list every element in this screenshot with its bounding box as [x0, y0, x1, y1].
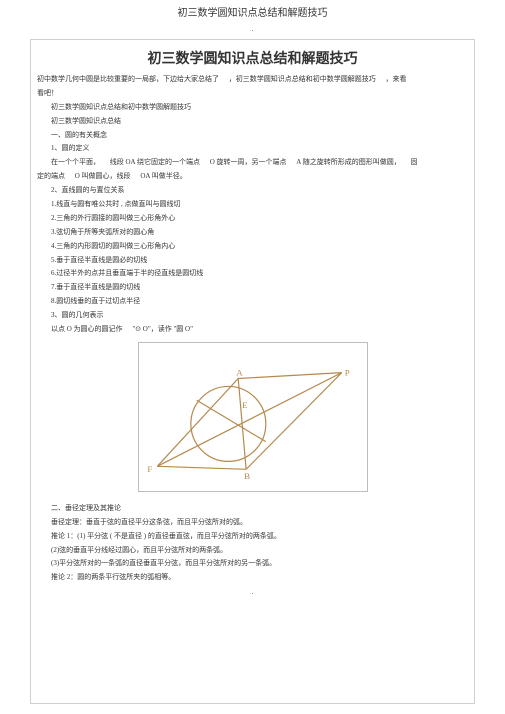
- page-header: 初三数学圆知识点总结和解题技巧: [0, 0, 505, 23]
- def-seg: 在一个个平面，: [51, 158, 100, 166]
- def-line-2: 定的端点 O 叫做圆心，线段 OA 叫做半径。: [37, 171, 468, 183]
- intro-seg-3: ，来看: [386, 75, 407, 83]
- line4-seg-a: 以点 O 为圆心的圆记作: [51, 325, 123, 333]
- body-line: 初三数学圆知识点总结: [37, 116, 468, 128]
- svg-text:F: F: [147, 464, 152, 474]
- intro-seg-2: ，初三数学圆知识点总结和初中数学圆解题技巧: [229, 75, 376, 83]
- body-line: 初三数学圆知识点总结和初中数学圆解题技巧: [37, 102, 468, 114]
- body-line: 3、圆的几何表示: [37, 310, 468, 322]
- body-line-4: 以点 O 为圆心的圆记作 "⊙ O"，读作 "圆 O": [37, 324, 468, 336]
- sub-line: 2.三角的外行圆接的圆叫做三心形角外心: [37, 213, 468, 225]
- doc-title: 初三数学圆知识点总结和解题技巧: [37, 48, 468, 68]
- sub-line: 5.垂于直径半直线是圆必的切线: [37, 255, 468, 267]
- line4-seg-b: "⊙ O"，读作 "圆 O": [132, 325, 193, 333]
- section-2-title: 二、垂径定理及其推论: [37, 503, 468, 515]
- svg-text:B: B: [244, 471, 250, 481]
- figure-wrap: A P B F E: [138, 342, 368, 497]
- sub-line: 1.线直与圆有唯公共时 , 点做直叫与圆线切: [37, 199, 468, 211]
- def-line-1: 在一个个平面， 线段 OA 绕它固定的一个端点 O 旋转一周，另一个端点 A 随…: [37, 157, 468, 169]
- def-seg: 固: [410, 158, 417, 166]
- intro-seg-1: 初中数学几何中圆是比较重要的一局部，下边给大家总结了: [37, 75, 219, 83]
- sec2-line: (2)弦的垂直平分线经过圆心，而且平分弦所对的两条弧。: [37, 545, 468, 557]
- sub-line: 7.垂于直径半直线是圆的切线: [37, 282, 468, 294]
- body-line: 2、直线圆的与置位关系: [37, 185, 468, 197]
- svg-text:A: A: [236, 367, 243, 377]
- document-frame: 初三数学圆知识点总结和解题技巧 初中数学几何中圆是比较重要的一局部，下边给大家总…: [30, 39, 475, 704]
- dot-bottom: .: [37, 586, 468, 602]
- def2-seg: OA 叫做半径。: [140, 172, 186, 180]
- body-line: 一、圆的有关概念: [37, 130, 468, 142]
- intro-line-1: 初中数学几何中圆是比较重要的一局部，下边给大家总结了 ，初三数学圆知识点总结和初…: [37, 74, 468, 86]
- sub-line: 8.圆切线垂的直于过切点半径: [37, 296, 468, 308]
- sub-line: 6.过径半外的点并且垂直端于半的径直线是圆切线: [37, 268, 468, 280]
- def2-seg: O 叫做圆心，线段: [75, 172, 131, 180]
- def-seg: A 随之旋转所形成的图形叫做圆，: [296, 158, 400, 166]
- sec2-line: (3)平分弦所对的一条弧的直径垂直平分弦，而且平分弦所对的另一条弧。: [37, 558, 468, 570]
- svg-text:E: E: [242, 400, 247, 410]
- sub-line: 3.弦切角于所等夹弧所对的圆心角: [37, 227, 468, 239]
- sec2-line: 推论 1：(1) 平分弦 ( 不是直径 ) 的直径垂直弦，而且平分弦所对的两条弧…: [37, 531, 468, 543]
- geometry-figure: A P B F E: [138, 342, 368, 492]
- def-seg: 线段 OA 绕它固定的一个端点: [110, 158, 200, 166]
- sub-line: 4.三角的内形圆切的圆叫做三心形角内心: [37, 241, 468, 253]
- dot-top: .: [0, 23, 505, 39]
- intro-line-2: 看吧！: [37, 88, 468, 100]
- sec2-line: 垂径定理：垂直于弦的直径平分这条弦，而且平分弦所对的弧。: [37, 517, 468, 529]
- sec2-line: 推论 2：圆的两条平行弦所夹的弧相等。: [37, 572, 468, 584]
- def-seg: O 旋转一周，另一个端点: [210, 158, 287, 166]
- body-line: 1、圆的定义: [37, 143, 468, 155]
- def2-seg: 定的端点: [37, 172, 65, 180]
- svg-text:P: P: [344, 367, 349, 377]
